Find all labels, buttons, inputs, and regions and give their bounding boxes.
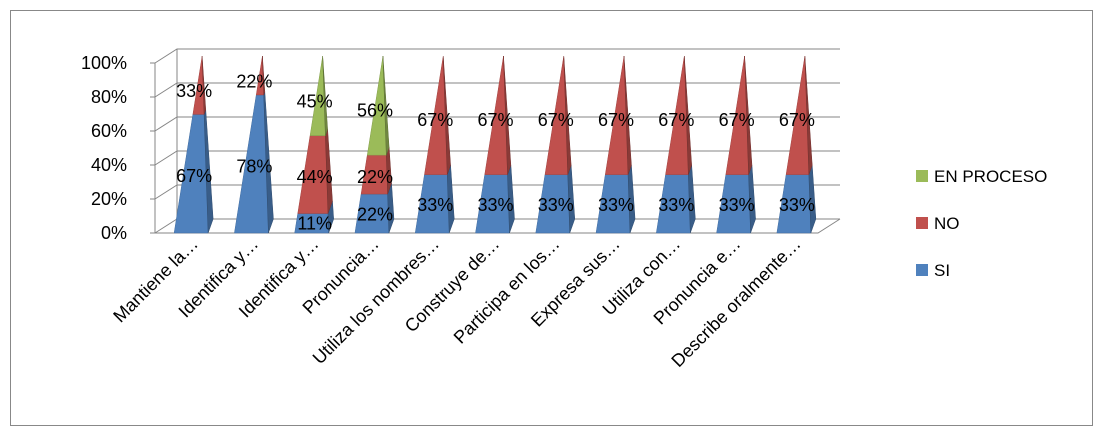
pyramid-segment-side bbox=[744, 55, 753, 175]
pyramid-10 bbox=[716, 55, 756, 234]
data-label: 67% bbox=[538, 110, 574, 130]
legend-label: SI bbox=[934, 261, 950, 280]
y-tick-label: 80% bbox=[91, 87, 127, 107]
data-label: 67% bbox=[417, 110, 453, 130]
pyramid-9 bbox=[656, 55, 696, 234]
legend-swatch bbox=[916, 217, 928, 229]
data-label: 56% bbox=[357, 101, 393, 121]
legend-label: NO bbox=[934, 214, 960, 233]
gridline bbox=[154, 48, 840, 64]
pyramid-segment-side bbox=[322, 55, 328, 136]
pyramid-segment-side bbox=[804, 55, 813, 175]
pyramid-5 bbox=[414, 55, 455, 234]
pyramid-segment-side bbox=[563, 55, 572, 175]
x-tick-label: Participa en los… bbox=[450, 234, 564, 348]
data-label: 67% bbox=[477, 110, 513, 130]
legend: EN PROCESO NO SI bbox=[916, 167, 1047, 280]
legend-swatch bbox=[916, 170, 928, 182]
data-label: 67% bbox=[176, 166, 212, 186]
data-label: 33% bbox=[477, 195, 513, 215]
data-label: 45% bbox=[297, 91, 333, 111]
pyramid-segment-side bbox=[201, 55, 207, 115]
pyramid-segment-side bbox=[503, 55, 512, 175]
data-label: 44% bbox=[297, 167, 333, 187]
pyramid-segment-side bbox=[623, 55, 632, 175]
data-label: 33% bbox=[779, 195, 815, 215]
y-tick-label: 0% bbox=[101, 223, 127, 243]
legend-swatch bbox=[916, 264, 928, 276]
pyramid-segment-side bbox=[382, 55, 390, 156]
data-label: 22% bbox=[357, 167, 393, 187]
pyramid-segment-side bbox=[262, 55, 266, 96]
legend-label: EN PROCESO bbox=[934, 167, 1047, 186]
pyramid-8 bbox=[595, 55, 636, 234]
data-label: 67% bbox=[719, 110, 755, 130]
data-label: 33% bbox=[658, 195, 694, 215]
pyramid-6 bbox=[475, 55, 515, 234]
data-label: 33% bbox=[538, 195, 574, 215]
data-label: 33% bbox=[417, 195, 453, 215]
data-label: 67% bbox=[598, 110, 634, 130]
pyramid-7 bbox=[535, 55, 576, 234]
pyramid-segment-side bbox=[442, 55, 451, 175]
data-label: 67% bbox=[779, 110, 815, 130]
data-label: 33% bbox=[719, 195, 755, 215]
pyramid-2 bbox=[234, 55, 274, 234]
data-label: 33% bbox=[176, 81, 212, 101]
pyramid-11 bbox=[776, 55, 817, 234]
pyramid-1 bbox=[173, 55, 214, 234]
data-label: 33% bbox=[598, 195, 634, 215]
pyramid-3 bbox=[294, 55, 334, 234]
y-tick-label: 100% bbox=[81, 53, 127, 73]
data-label: 11% bbox=[297, 214, 332, 234]
pyramid-4 bbox=[354, 55, 395, 234]
data-labels: 67% 33% 78% 22% 11% 44% 45% 22% 22% 56% 33% 67% 33% 6… bbox=[176, 72, 815, 234]
y-tick-label: 60% bbox=[91, 121, 127, 141]
data-label: 22% bbox=[236, 72, 272, 92]
data-label: 78% bbox=[236, 157, 272, 177]
y-tick-label: 20% bbox=[91, 189, 127, 209]
x-axis-labels: Mantiene la…Identifica y…Identifica y…Pr… bbox=[109, 234, 804, 371]
pyramid-segment-side bbox=[684, 55, 692, 175]
y-tick-label: 40% bbox=[91, 155, 127, 175]
data-label: 22% bbox=[357, 204, 393, 224]
data-label: 67% bbox=[658, 110, 694, 130]
